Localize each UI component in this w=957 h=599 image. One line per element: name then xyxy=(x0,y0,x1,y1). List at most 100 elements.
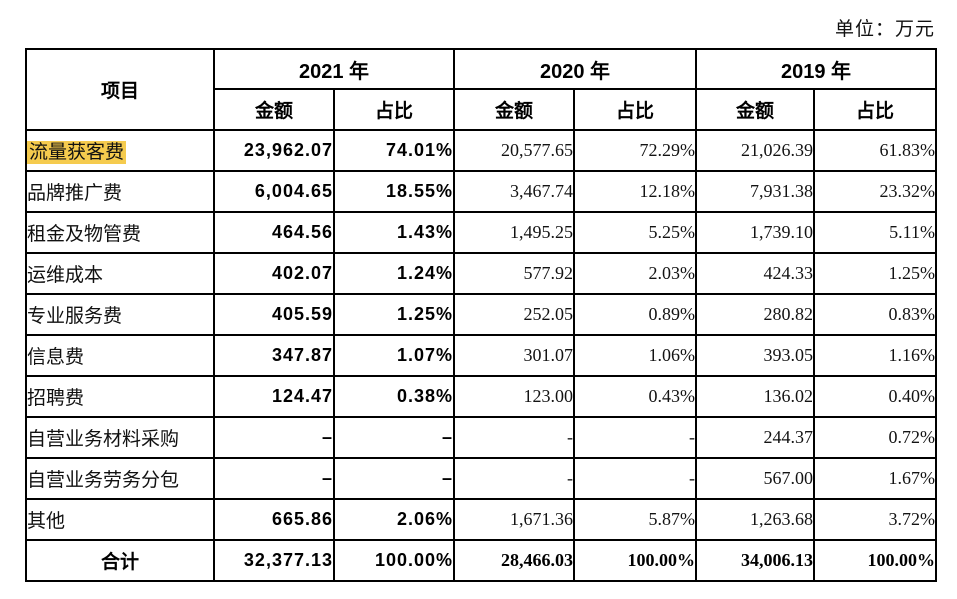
ratio-2021-cell: – xyxy=(333,416,455,459)
amount-2020-cell: 252.05 xyxy=(453,293,575,336)
total-ratio-2019-cell: 100.00% xyxy=(813,539,937,582)
amount-2021-cell: – xyxy=(213,457,335,500)
table-row-self-operated-labor: 自营业务劳务分包 – – - - 567.00 1.67% xyxy=(25,457,937,500)
amount-2020-cell: 301.07 xyxy=(453,334,575,377)
ratio-2020-cell: 5.87% xyxy=(573,498,697,541)
amount-2021-cell: 665.86 xyxy=(213,498,335,541)
header-ratio-2019: 占比 xyxy=(813,88,937,131)
row-label-cell: 专业服务费 xyxy=(25,293,215,336)
ratio-2019-cell: 5.11% xyxy=(813,211,937,254)
amount-2019-cell: 1,263.68 xyxy=(695,498,815,541)
header-year-2021: 2021 年 xyxy=(213,48,455,90)
amount-2019-cell: 393.05 xyxy=(695,334,815,377)
amount-2019-cell: 280.82 xyxy=(695,293,815,336)
ratio-2021-cell: 1.07% xyxy=(333,334,455,377)
ratio-2019-cell: 1.16% xyxy=(813,334,937,377)
amount-2021-cell: 405.59 xyxy=(213,293,335,336)
header-amount-2021: 金额 xyxy=(213,88,335,131)
total-amount-2020-cell: 28,466.03 xyxy=(453,539,575,582)
amount-2019-cell: 21,026.39 xyxy=(695,129,815,172)
ratio-2020-cell: 0.43% xyxy=(573,375,697,418)
row-label-cell: 运维成本 xyxy=(25,252,215,295)
unit-label: 单位：万元 xyxy=(834,19,935,40)
ratio-2019-cell: 0.72% xyxy=(813,416,937,459)
table-row-brand-promotion: 品牌推广费 6,004.65 18.55% 3,467.74 12.18% 7,… xyxy=(25,170,937,213)
header-row-subcolumns: 金额 占比 金额 占比 金额 占比 xyxy=(26,88,937,131)
header-amount-2019: 金额 xyxy=(695,88,815,131)
amount-2019-cell: 424.33 xyxy=(695,252,815,295)
total-amount-2021-cell: 32,377.13 xyxy=(213,539,335,582)
header-amount-2020: 金额 xyxy=(453,88,575,131)
ratio-2021-cell: 1.24% xyxy=(333,252,455,295)
expense-breakdown-table: 项目 2021 年 2020 年 2019 年 金额 占比 金额 占比 金额 占… xyxy=(25,48,937,582)
table-row-recruitment-fee: 招聘费 124.47 0.38% 123.00 0.43% 136.02 0.4… xyxy=(25,375,937,418)
ratio-2021-cell: 0.38% xyxy=(333,375,455,418)
amount-2019-cell: 244.37 xyxy=(695,416,815,459)
ratio-2019-cell: 1.25% xyxy=(813,252,937,295)
header-year-2020: 2020 年 xyxy=(453,48,697,90)
ratio-2020-cell: 0.89% xyxy=(573,293,697,336)
amount-2019-cell: 567.00 xyxy=(695,457,815,500)
row-label-cell: 其他 xyxy=(25,498,215,541)
ratio-2020-cell: 5.25% xyxy=(573,211,697,254)
ratio-2020-cell: - xyxy=(573,416,697,459)
ratio-2020-cell: 1.06% xyxy=(573,334,697,377)
row-label-cell: 自营业务材料采购 xyxy=(25,416,215,459)
row-label-cell: 流量获客费 xyxy=(25,129,215,172)
header-row-years: 项目 2021 年 2020 年 2019 年 xyxy=(25,48,937,131)
ratio-2020-cell: - xyxy=(573,457,697,500)
total-ratio-2021-cell: 100.00% xyxy=(333,539,455,582)
table-row-total: 合计 32,377.13 100.00% 28,466.03 100.00% 3… xyxy=(25,539,937,582)
ratio-2019-cell: 3.72% xyxy=(813,498,937,541)
amount-2019-cell: 136.02 xyxy=(695,375,815,418)
amount-2021-cell: 402.07 xyxy=(213,252,335,295)
amount-2021-cell: 464.56 xyxy=(213,211,335,254)
table-row-traffic-acquisition: 流量获客费 23,962.07 74.01% 20,577.65 72.29% … xyxy=(25,129,937,172)
row-label-cell: 品牌推广费 xyxy=(25,170,215,213)
header-item: 项目 xyxy=(25,48,215,131)
ratio-2021-cell: 1.25% xyxy=(333,293,455,336)
row-label-cell: 信息费 xyxy=(25,334,215,377)
amount-2020-cell: 577.92 xyxy=(453,252,575,295)
amount-2021-cell: 23,962.07 xyxy=(213,129,335,172)
amount-2020-cell: 1,495.25 xyxy=(453,211,575,254)
ratio-2020-cell: 12.18% xyxy=(573,170,697,213)
table-row-other: 其他 665.86 2.06% 1,671.36 5.87% 1,263.68 … xyxy=(25,498,937,541)
ratio-2019-cell: 0.83% xyxy=(813,293,937,336)
table-row-information-fee: 信息费 347.87 1.07% 301.07 1.06% 393.05 1.1… xyxy=(25,334,937,377)
table-row-self-operated-materials: 自营业务材料采购 – – - - 244.37 0.72% xyxy=(25,416,937,459)
ratio-2021-cell: – xyxy=(333,457,455,500)
ratio-2020-cell: 72.29% xyxy=(573,129,697,172)
ratio-2021-cell: 2.06% xyxy=(333,498,455,541)
total-ratio-2020-cell: 100.00% xyxy=(573,539,697,582)
amount-2019-cell: 1,739.10 xyxy=(695,211,815,254)
amount-2020-cell: 20,577.65 xyxy=(453,129,575,172)
amount-2021-cell: 347.87 xyxy=(213,334,335,377)
ratio-2020-cell: 2.03% xyxy=(573,252,697,295)
amount-2019-cell: 7,931.38 xyxy=(695,170,815,213)
header-year-2019: 2019 年 xyxy=(695,48,937,90)
table-row-rent-property: 租金及物管费 464.56 1.43% 1,495.25 5.25% 1,739… xyxy=(25,211,937,254)
row-label-cell: 租金及物管费 xyxy=(25,211,215,254)
amount-2020-cell: - xyxy=(453,457,575,500)
total-label-cell: 合计 xyxy=(25,539,215,582)
amount-2020-cell: 1,671.36 xyxy=(453,498,575,541)
amount-2021-cell: 124.47 xyxy=(213,375,335,418)
ratio-2019-cell: 0.40% xyxy=(813,375,937,418)
ratio-2019-cell: 1.67% xyxy=(813,457,937,500)
ratio-2019-cell: 23.32% xyxy=(813,170,937,213)
table-row-professional-services: 专业服务费 405.59 1.25% 252.05 0.89% 280.82 0… xyxy=(25,293,937,336)
header-ratio-2021: 占比 xyxy=(333,88,455,131)
row-label-cell: 招聘费 xyxy=(25,375,215,418)
ratio-2021-cell: 74.01% xyxy=(333,129,455,172)
highlighted-text[interactable]: 流量获客费 xyxy=(28,141,127,164)
table-row-operations-cost: 运维成本 402.07 1.24% 577.92 2.03% 424.33 1.… xyxy=(25,252,937,295)
amount-2021-cell: – xyxy=(213,416,335,459)
ratio-2019-cell: 61.83% xyxy=(813,129,937,172)
total-amount-2019-cell: 34,006.13 xyxy=(695,539,815,582)
amount-2020-cell: 3,467.74 xyxy=(453,170,575,213)
amount-2020-cell: 123.00 xyxy=(453,375,575,418)
amount-2021-cell: 6,004.65 xyxy=(213,170,335,213)
header-ratio-2020: 占比 xyxy=(573,88,697,131)
